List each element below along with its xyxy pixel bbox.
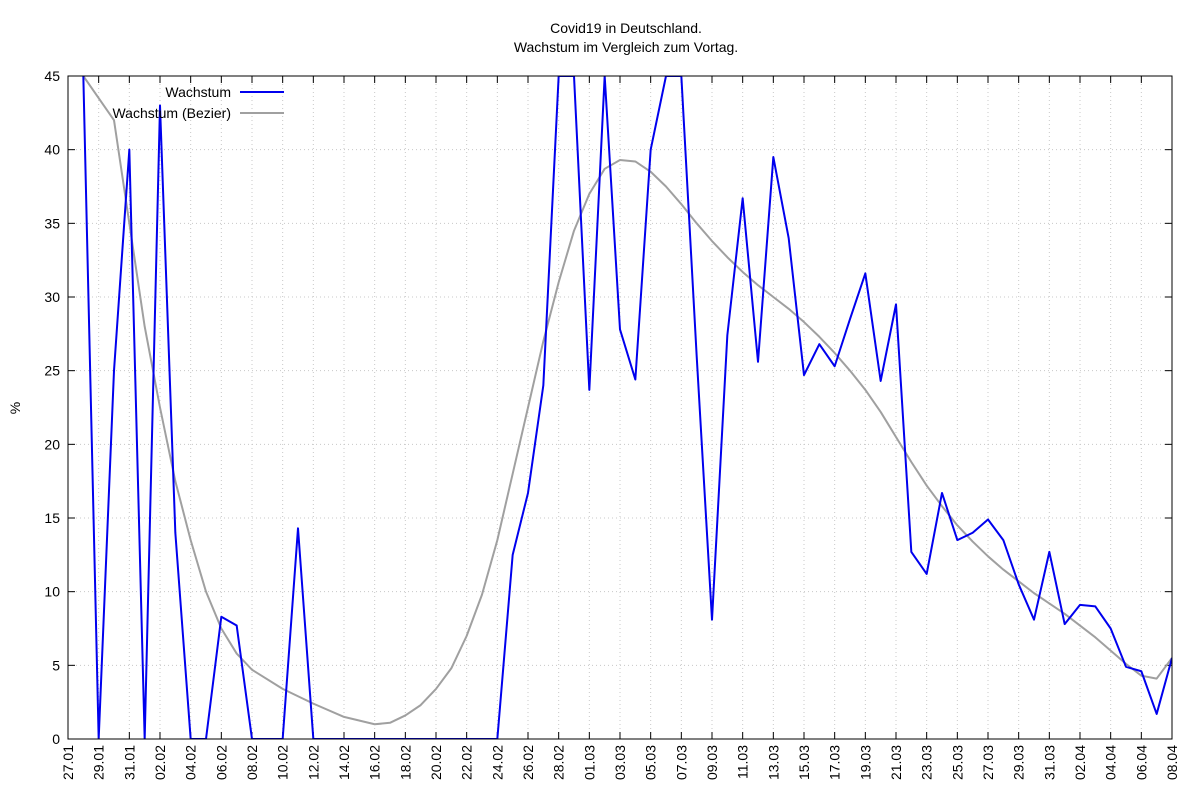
x-tick-label: 14.02 (336, 745, 352, 780)
y-tick-label: 10 (44, 584, 60, 600)
x-tick-label: 02.04 (1072, 745, 1088, 780)
x-tick-label: 13.03 (765, 745, 781, 780)
x-tick-label: 20.02 (428, 745, 444, 780)
x-tick-label: 21.03 (888, 745, 904, 780)
x-tick-label: 06.02 (213, 745, 229, 780)
y-tick-label: 15 (44, 510, 60, 526)
y-tick-label: 20 (44, 436, 60, 452)
x-tick-label: 16.02 (367, 745, 383, 780)
x-tick-label: 28.02 (551, 745, 567, 780)
x-tick-label: 12.02 (305, 745, 321, 780)
x-tick-label: 22.02 (459, 745, 475, 780)
chart-subtitle: Wachstum im Vergleich zum Vortag. (514, 39, 738, 55)
x-tick-label: 24.02 (489, 745, 505, 780)
y-tick-label: 35 (44, 215, 60, 231)
legend: Wachstum Wachstum (Bezier) (112, 84, 284, 121)
x-tick-label: 04.04 (1103, 745, 1119, 780)
series-line-wachstum-bezier (82, 76, 1172, 726)
x-tick-label: 27.03 (980, 745, 996, 780)
chart-title: Covid19 in Deutschland. (550, 20, 702, 36)
x-tick-label: 06.04 (1133, 745, 1149, 780)
y-tick-label: 45 (44, 68, 60, 84)
x-tick-label: 23.03 (919, 745, 935, 780)
grid (68, 76, 1172, 739)
y-tick-label: 5 (52, 657, 60, 673)
x-tick-label: 10.02 (275, 745, 291, 780)
x-tick-label: 15.03 (796, 745, 812, 780)
x-tick-label: 02.02 (152, 745, 168, 780)
x-tick-label: 03.03 (612, 745, 628, 780)
x-tick-label: 29.01 (91, 745, 107, 780)
y-tick-label: 40 (44, 142, 60, 158)
x-tick-label: 04.02 (183, 745, 199, 780)
x-tick-label: 26.02 (520, 745, 536, 780)
y-tick-label: 25 (44, 363, 60, 379)
x-tick-label: 11.03 (735, 745, 751, 779)
series-layer (82, 76, 1172, 739)
x-tick-label: 05.03 (643, 745, 659, 780)
plot-border (67, 75, 1173, 740)
legend-label: Wachstum (Bezier) (112, 105, 231, 121)
x-tick-label: 19.03 (857, 745, 873, 780)
x-tick-label: 31.01 (121, 745, 137, 780)
x-axis: 27.01 29.01 31.01 02.02 04.02 06.02 08.02 10.02… (60, 76, 1180, 780)
x-tick-label: 09.03 (704, 745, 720, 780)
x-tick-label: 29.03 (1011, 745, 1027, 780)
x-tick-label: 27.01 (60, 745, 76, 780)
y-axis: 0 5 10 15 20 25 30 35 40 45 (44, 68, 1172, 747)
x-tick-label: 08.04 (1164, 745, 1180, 780)
x-tick-label: 01.03 (581, 745, 597, 780)
y-tick-label: 0 (52, 731, 60, 747)
x-tick-label: 25.03 (949, 745, 965, 780)
x-tick-label: 17.03 (827, 745, 843, 780)
x-tick-label: 31.03 (1041, 745, 1057, 780)
y-axis-label: % (7, 402, 23, 414)
series-line-wachstum (82, 76, 1172, 739)
x-tick-label: 07.03 (673, 745, 689, 780)
x-tick-label: 18.02 (397, 745, 413, 780)
y-tick-label: 30 (44, 289, 60, 305)
legend-label: Wachstum (165, 84, 231, 100)
x-tick-label: 08.02 (244, 745, 260, 780)
